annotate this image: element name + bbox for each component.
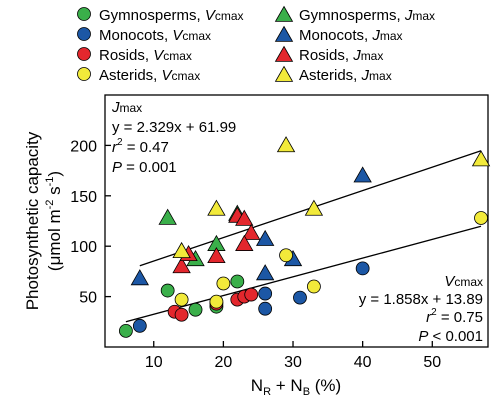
- monocots-jmax-point-2: [255, 229, 275, 246]
- x-tick-label-30: 30: [284, 354, 302, 371]
- jmax-r-squared: r2 = 0.47: [112, 137, 169, 156]
- plot-frame: [104, 94, 489, 348]
- monocots-vcmax-point-1: [132, 318, 147, 333]
- legend-label: Rosids, Vcmax: [99, 47, 192, 64]
- monocots-vcmax-point-4: [293, 290, 307, 305]
- legend-marker-circle-icon: [77, 27, 91, 41]
- rosids-jmax-point-3: [207, 246, 226, 264]
- asterids-jmax-point-5: [471, 150, 491, 167]
- jmax-annotation: Jmax y = 2.329x + 61.99 r2 = 0.47 P = 0.…: [111, 99, 236, 176]
- asterids-vcmax-point-4: [279, 248, 293, 263]
- asterids-vcmax-point-3: [216, 276, 231, 291]
- vcmax-p-value: P < 0.001: [418, 328, 483, 345]
- gymnosperms-vcmax-point-3: [188, 302, 203, 317]
- monocots-jmax-point-1: [130, 269, 150, 286]
- legend-label: Monocots, Jmax: [299, 27, 403, 44]
- rosids-jmax-point-7: [235, 234, 254, 251]
- y-tick-label-50: 50: [79, 290, 97, 307]
- legend-marker-circle-icon: [77, 67, 91, 81]
- data-points: [118, 136, 491, 338]
- x-tick-label-50: 50: [423, 354, 441, 371]
- gymnosperms-vcmax-point-2: [160, 283, 175, 298]
- legend-marker-circle-icon: [77, 47, 91, 61]
- y-axis-label-line1: Photosynthetic capacity: [23, 131, 42, 310]
- gymnosperms-jmax-point-1: [158, 208, 177, 225]
- y-tick-label-150: 150: [70, 189, 97, 206]
- vcmax-annotation-title: Vcmax: [444, 273, 483, 290]
- gymnosperms-vcmax-point-4: [230, 274, 245, 289]
- x-tick-label-10: 10: [145, 354, 163, 371]
- asterids-jmax-point-1: [172, 241, 191, 259]
- axis-ticks: 10 20 30 40 50 50 100 150 200: [70, 138, 441, 371]
- legend-item-monocots-jmax: Monocots, Jmax: [274, 25, 403, 44]
- jmax-annotation-title: Jmax: [111, 99, 142, 116]
- legend-item-rosids-vcmax: Rosids, Vcmax: [77, 47, 192, 64]
- asterids-jmax-point-3: [276, 136, 296, 153]
- rosids-jmax-point-6: [242, 223, 261, 240]
- monocots-jmax-point-3: [255, 264, 275, 281]
- asterids-vcmax-point-6: [474, 211, 488, 225]
- asterids-vcmax-point-2: [209, 294, 224, 309]
- y-axis-label-line2: (μmol m-2 s-1): [44, 171, 64, 271]
- legend-item-asterids-jmax: Asterids, Jmax: [274, 65, 392, 84]
- legend-item-asterids-vcmax: Asterids, Vcmax: [77, 67, 200, 84]
- jmax-equation: y = 2.329x + 61.99: [112, 119, 236, 136]
- monocots-jmax-point-5: [353, 166, 372, 183]
- legend-item-rosids-jmax: Rosids, Jmax: [274, 45, 383, 64]
- legend-label: Rosids, Jmax: [299, 47, 383, 64]
- legend-marker-triangle-icon: [274, 65, 294, 82]
- x-tick-label-20: 20: [214, 354, 232, 371]
- legend-item-gymnosperms-jmax: Gymnosperms, Jmax: [274, 5, 435, 24]
- rosids-vcmax-point-6: [244, 287, 259, 302]
- gymnosperms-vcmax-point-1: [118, 323, 133, 338]
- vcmax-r-squared: r2 = 0.75: [426, 307, 483, 326]
- rosids-jmax-point-1: [172, 257, 191, 274]
- vcmax-equation: y = 1.858x + 13.89: [359, 291, 483, 308]
- asterids-jmax-point-4: [304, 199, 324, 216]
- x-axis-label: NR + NB (%): [251, 376, 341, 398]
- y-tick-label-200: 200: [70, 138, 97, 155]
- rosids-jmax-point-5: [235, 209, 254, 226]
- monocots-vcmax-point-5: [355, 261, 370, 276]
- y-axis-label: Photosynthetic capacity (μmol m-2 s-1): [23, 131, 64, 310]
- y-tick-label-100: 100: [70, 239, 97, 256]
- vcmax-fit-line: [125, 225, 482, 323]
- jmax-p-value: P = 0.001: [112, 159, 177, 176]
- asterids-vcmax-point-1: [174, 292, 189, 307]
- legend-label: Monocots, Vcmax: [99, 27, 211, 44]
- legend-marker-triangle-icon: [274, 25, 294, 42]
- legend-label: Gymnosperms, Jmax: [299, 7, 435, 24]
- asterids-jmax-point-2: [207, 199, 226, 216]
- legend-marker-circle-icon: [77, 7, 91, 21]
- legend-marker-triangle-icon: [274, 45, 294, 62]
- legend-marker-triangle-icon: [274, 5, 294, 22]
- x-tick-label-40: 40: [354, 354, 372, 371]
- legend-item-gymnosperms-vcmax: Gymnosperms, Vcmax: [77, 7, 244, 24]
- legend-item-monocots-vcmax: Monocots, Vcmax: [77, 27, 211, 44]
- rosids-vcmax-point-2: [174, 307, 189, 322]
- asterids-vcmax-point-5: [307, 279, 321, 294]
- legend-label: Gymnosperms, Vcmax: [99, 7, 244, 24]
- legend-label: Asterids, Jmax: [299, 67, 392, 84]
- legend: Gymnosperms, Vcmax Gymnosperms, Jmax Monoc…: [77, 5, 435, 84]
- monocots-vcmax-point-3: [258, 286, 273, 301]
- monocots-vcmax-point-2: [258, 301, 273, 316]
- vcmax-annotation: Vcmax y = 1.858x + 13.89 r2 = 0.75 P < 0…: [359, 273, 483, 345]
- legend-label: Asterids, Vcmax: [99, 67, 200, 84]
